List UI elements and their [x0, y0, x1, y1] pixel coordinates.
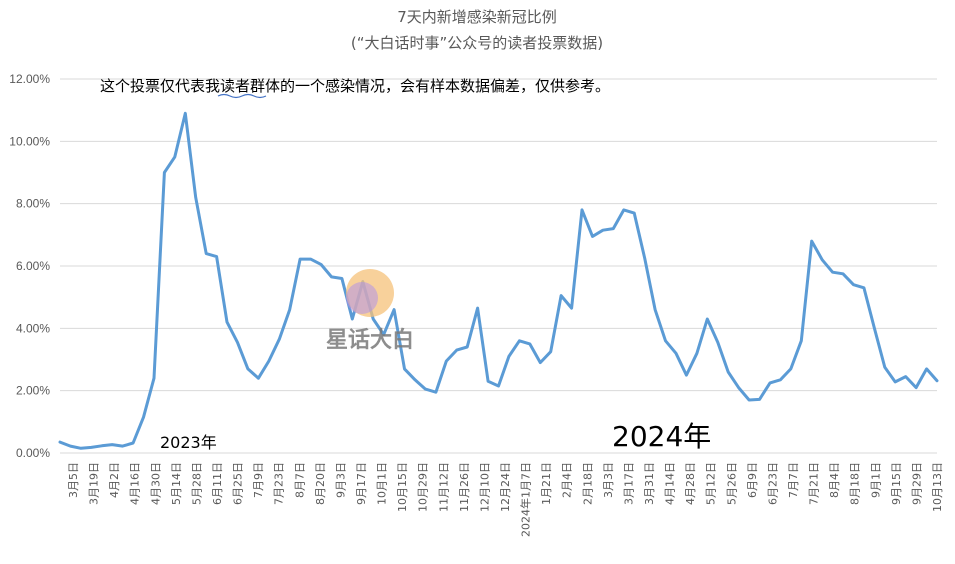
watermark: 星话大白 — [326, 269, 414, 353]
x-tick-label: 10月29日 — [417, 462, 430, 512]
x-tick-label: 9月1日 — [869, 462, 882, 498]
x-tick-label: 7月23日 — [273, 462, 286, 505]
x-tick-label: 5月14日 — [170, 462, 183, 505]
x-tick-label: 4月28日 — [684, 462, 697, 505]
x-axis: 3月5日 3月19日 4月2日 4月16日 4月30日 5月14日 5月28日 6月11日 6月… — [67, 462, 944, 537]
x-tick-label: 4月14日 — [664, 462, 677, 505]
x-tick-label: 8月7日 — [293, 462, 306, 498]
note-underline — [217, 93, 267, 99]
watermark-logo-ring-icon — [346, 282, 378, 314]
gridlines — [60, 78, 937, 454]
x-tick-label: 12月10日 — [478, 462, 491, 512]
x-tick-label: 7月21日 — [808, 462, 821, 505]
x-tick-label: 3月17日 — [622, 462, 635, 505]
x-tick-label: 5月28日 — [190, 462, 203, 505]
x-tick-label: 10月15日 — [396, 462, 409, 512]
x-tick-label: 3月3日 — [602, 462, 615, 498]
x-tick-label: 12月24日 — [499, 462, 512, 512]
x-tick-label: 6月11日 — [211, 462, 224, 505]
x-tick-label: 4月2日 — [108, 462, 121, 498]
year-label-2024: 2024年 — [612, 420, 711, 453]
y-tick-label: 12.00% — [9, 72, 50, 86]
y-tick-label: 0.00% — [16, 446, 50, 460]
chart-subtitle: (“大白话时事”公众号的读者投票数据) — [351, 34, 603, 52]
x-tick-label: 4月30日 — [149, 462, 162, 505]
x-tick-label: 6月23日 — [766, 462, 779, 505]
x-tick-label: 10月13日 — [931, 462, 944, 512]
x-tick-label: 8月20日 — [314, 462, 327, 505]
x-tick-label: 8月4日 — [828, 462, 841, 498]
x-tick-label: 11月12日 — [437, 462, 450, 512]
x-tick-label: 2024年1月7日 — [519, 462, 533, 537]
x-tick-label: 1月21日 — [540, 462, 553, 505]
y-axis: 0.00% 2.00% 4.00% 6.00% 8.00% 10.00% 12.00% — [9, 72, 50, 460]
x-tick-label: 3月31日 — [643, 462, 656, 505]
x-tick-label: 8月18日 — [849, 462, 862, 505]
x-tick-label: 5月12日 — [705, 462, 718, 505]
x-tick-label: 3月19日 — [88, 462, 101, 505]
x-tick-label: 11月26日 — [458, 462, 471, 512]
x-tick-label: 2月18日 — [581, 462, 594, 505]
x-tick-label: 9月17日 — [355, 462, 368, 505]
x-tick-label: 2月4日 — [561, 462, 574, 498]
watermark-text: 星话大白 — [326, 327, 414, 353]
y-tick-label: 10.00% — [9, 134, 50, 148]
x-tick-label: 9月3日 — [334, 462, 347, 498]
y-tick-label: 4.00% — [16, 321, 50, 335]
x-tick-label: 6月25日 — [232, 462, 245, 505]
y-tick-label: 2.00% — [16, 384, 50, 398]
year-label-2023: 2023年 — [160, 433, 217, 452]
x-tick-label: 9月29日 — [910, 462, 923, 505]
x-tick-label: 4月16日 — [129, 462, 142, 505]
x-tick-label: 7月7日 — [787, 462, 800, 498]
x-tick-label: 6月9日 — [746, 462, 759, 498]
series-line — [58, 111, 939, 450]
x-tick-label: 7月9日 — [252, 462, 265, 498]
x-tick-label: 10月1日 — [376, 462, 389, 505]
y-tick-label: 8.00% — [16, 197, 50, 211]
chart-title: 7天内新增感染新冠比例 — [397, 8, 557, 26]
y-tick-label: 6.00% — [16, 259, 50, 273]
chart-note: 这个投票仅代表我读者群体的一个感染情况，会有样本数据偏差，仅供参考。 — [100, 77, 610, 95]
x-tick-label: 9月15日 — [890, 462, 903, 505]
x-tick-label: 3月5日 — [67, 462, 80, 498]
x-tick-label: 5月26日 — [725, 462, 738, 505]
